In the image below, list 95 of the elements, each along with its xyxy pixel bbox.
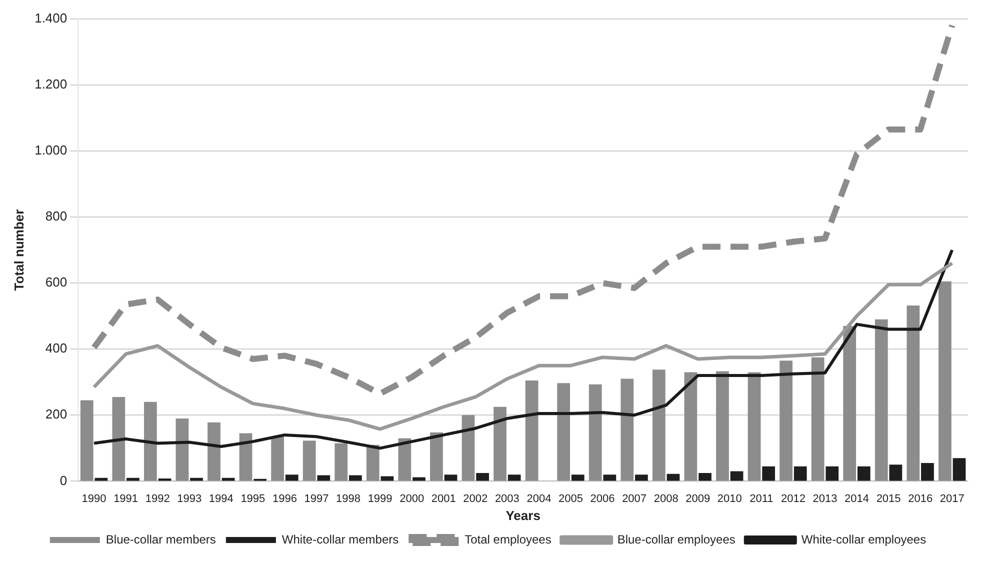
x-tick-label: 2010 <box>717 492 742 505</box>
x-tick-label: 2014 <box>844 492 870 505</box>
bar <box>302 440 316 481</box>
x-tick-label: 1995 <box>240 492 266 505</box>
x-tick-label: 1990 <box>82 492 106 505</box>
bar <box>952 458 966 481</box>
y-tick-label: 400 <box>45 340 68 356</box>
bar <box>398 438 412 481</box>
bar <box>889 464 902 481</box>
bar <box>144 402 157 481</box>
bar <box>698 472 712 481</box>
x-tick-label: 1997 <box>304 492 329 505</box>
bar <box>112 396 126 481</box>
legend-label: White-collar employees <box>801 532 926 546</box>
bar <box>603 474 616 481</box>
bar <box>588 384 602 481</box>
bar <box>666 474 680 481</box>
bar <box>126 478 140 481</box>
legend-label: Blue-collar employees <box>617 532 736 546</box>
x-tick-label: 2003 <box>494 492 520 505</box>
bar <box>317 475 330 481</box>
bar <box>620 378 634 481</box>
y-tick-label: 1.200 <box>34 76 68 92</box>
bar <box>635 474 648 481</box>
bar <box>938 281 952 481</box>
x-tick-label: 2011 <box>750 492 774 505</box>
x-tick-label: 2001 <box>431 492 456 505</box>
x-tick-label: 2017 <box>940 492 964 505</box>
x-tick-label: 2005 <box>558 492 583 505</box>
bar <box>843 326 856 481</box>
bar <box>285 474 298 481</box>
x-tick-label: 1996 <box>272 492 297 505</box>
x-tick-label: 2015 <box>876 492 901 505</box>
legend-label: White-collar members <box>282 532 399 546</box>
bar <box>716 371 729 481</box>
x-tick-label: 1998 <box>336 492 361 505</box>
bar <box>494 406 506 481</box>
y-tick-label: 1.000 <box>34 142 68 158</box>
bar <box>412 477 426 481</box>
bar <box>826 466 839 481</box>
bar <box>190 478 203 481</box>
bar <box>652 370 666 481</box>
bar <box>430 432 443 481</box>
y-tick-label: 1.400 <box>34 10 68 26</box>
bar <box>794 466 807 481</box>
bar <box>811 357 824 481</box>
x-tick-label: 2009 <box>686 492 710 505</box>
bar <box>730 471 744 481</box>
x-tick-label: 2007 <box>622 492 647 505</box>
bar <box>748 372 761 481</box>
y-tick-label: 800 <box>45 208 68 224</box>
bar <box>380 476 394 481</box>
bar <box>571 474 584 481</box>
bar <box>874 319 888 481</box>
bar <box>508 474 521 481</box>
x-tick-label: 2013 <box>812 492 838 505</box>
bar <box>366 444 380 481</box>
bar <box>176 418 189 481</box>
bar <box>525 380 538 481</box>
bar <box>921 463 934 481</box>
x-tick-label: 2008 <box>654 492 678 505</box>
x-tick-label: 2002 <box>463 492 488 505</box>
bar <box>906 305 920 481</box>
bar <box>762 466 776 481</box>
y-tick-label: 200 <box>45 406 68 422</box>
bar <box>80 400 94 481</box>
bar <box>208 422 220 481</box>
bar <box>780 360 792 481</box>
legend-label: Blue-collar members <box>106 532 216 546</box>
x-tick-label: 2006 <box>590 492 615 505</box>
bar <box>476 472 489 481</box>
x-tick-label: 2000 <box>400 492 424 505</box>
y-tick-label: 0 <box>60 472 68 488</box>
bar <box>348 475 362 481</box>
x-tick-label: 1994 <box>208 492 234 505</box>
legend-label: Total employees <box>464 532 552 546</box>
x-tick-label: 2012 <box>780 492 806 505</box>
bar <box>271 436 284 481</box>
bar <box>684 372 698 481</box>
bar <box>94 478 108 481</box>
y-tick-label: 600 <box>45 274 68 290</box>
bar <box>334 443 348 481</box>
y-axis-title: Total number <box>11 209 26 291</box>
bar <box>444 474 458 481</box>
bar <box>857 466 870 481</box>
bar <box>462 415 475 481</box>
x-tick-label: 1991 <box>114 492 138 505</box>
x-tick-label: 2016 <box>908 492 933 505</box>
x-tick-label: 1992 <box>145 492 170 505</box>
x-axis-title: Years <box>506 508 540 523</box>
x-tick-label: 1993 <box>177 492 202 505</box>
bar <box>239 433 252 481</box>
bar <box>557 383 570 481</box>
x-tick-label: 2004 <box>526 492 552 505</box>
x-tick-label: 1999 <box>368 492 392 505</box>
